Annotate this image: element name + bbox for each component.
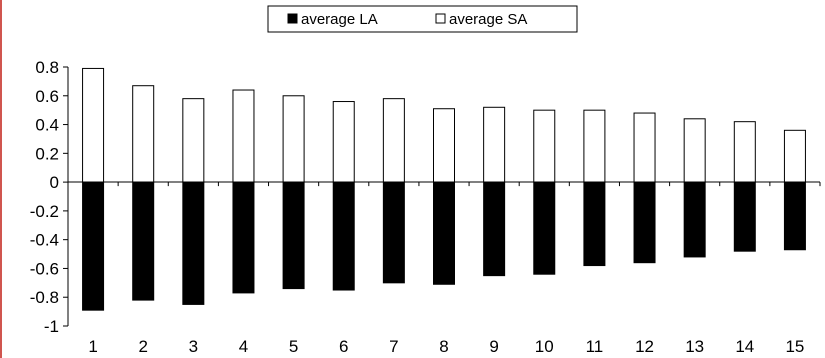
bar-average-sa — [282, 95, 305, 183]
y-tick-label: 0.8 — [35, 58, 59, 77]
bar-average-sa — [633, 112, 656, 183]
bar-average-la — [433, 181, 455, 285]
y-axis-ticks: 0.8 0.6 0.4 0.2 0 -0.2 -0.4 -0.6 -0.8 -1 — [30, 58, 68, 336]
bar-average-la — [683, 181, 706, 258]
x-axis-ticks: 1 2 3 4 5 6 7 8 9 10 11 12 13 14 15 — [67, 182, 821, 356]
x-tick-label: 3 — [189, 337, 198, 356]
bar-average-la — [533, 181, 556, 275]
bar-average-sa — [533, 109, 556, 183]
y-tick-label: 0 — [50, 173, 59, 192]
bar-average-la — [483, 181, 506, 277]
bar-average-sa — [232, 89, 255, 183]
x-tick-label: 2 — [138, 337, 147, 356]
x-tick-label: 14 — [735, 337, 754, 356]
x-tick-label: 13 — [685, 337, 704, 356]
bar-average-la — [282, 181, 305, 290]
bar-average-sa — [132, 85, 155, 183]
bar-average-la — [132, 181, 155, 301]
bar-average-sa — [583, 109, 606, 183]
bar-average-la — [82, 181, 105, 311]
bar-average-sa — [382, 98, 405, 183]
bar-average-sa — [82, 67, 105, 183]
x-tick-label: 6 — [339, 337, 348, 356]
x-tick-label: 11 — [586, 337, 604, 356]
bar-average-sa — [733, 121, 756, 183]
x-tick-label: 4 — [239, 337, 248, 356]
x-tick-label: 10 — [535, 337, 554, 356]
bars-group — [82, 67, 806, 311]
bar-average-la — [182, 181, 205, 305]
bar-average-sa — [433, 108, 455, 183]
bar-average-la — [733, 181, 756, 252]
bar-average-la — [382, 181, 405, 284]
bar-average-la — [783, 181, 806, 251]
x-tick-label: 7 — [389, 337, 398, 356]
bar-average-sa — [332, 101, 355, 183]
bar-average-la — [583, 181, 606, 267]
x-tick-label: 1 — [88, 337, 97, 356]
legend-label-sa: average SA — [449, 11, 527, 28]
y-tick-label: 0.6 — [35, 87, 59, 106]
bar-average-la — [633, 181, 656, 264]
legend-swatch-sa — [435, 13, 446, 24]
x-tick-label: 12 — [635, 337, 654, 356]
y-tick-label: -1 — [44, 317, 59, 336]
x-tick-label: 5 — [289, 337, 298, 356]
y-tick-label: -0.4 — [30, 231, 59, 250]
legend-swatch-la — [287, 13, 298, 24]
bar-average-la — [332, 181, 355, 291]
y-tick-label: -0.6 — [30, 259, 59, 278]
y-tick-label: 0.4 — [35, 116, 59, 135]
y-tick-label: -0.2 — [30, 202, 59, 221]
x-tick-label: 15 — [785, 337, 804, 356]
x-tick-label: 9 — [489, 337, 498, 356]
legend-label-la: average LA — [301, 11, 378, 28]
bar-average-sa — [683, 118, 706, 183]
legend-box — [267, 5, 578, 33]
bar-average-sa — [783, 129, 806, 183]
x-tick-label: 8 — [439, 337, 448, 356]
legend-item-la: average LA — [287, 11, 378, 28]
bar-average-sa — [483, 106, 506, 183]
y-tick-label: 0.2 — [35, 144, 59, 163]
bar-average-la — [232, 181, 255, 294]
legend: average LA average SA — [267, 5, 578, 33]
legend-item-sa: average SA — [435, 11, 527, 28]
bar-average-sa — [182, 98, 205, 183]
y-tick-label: -0.8 — [30, 288, 59, 307]
